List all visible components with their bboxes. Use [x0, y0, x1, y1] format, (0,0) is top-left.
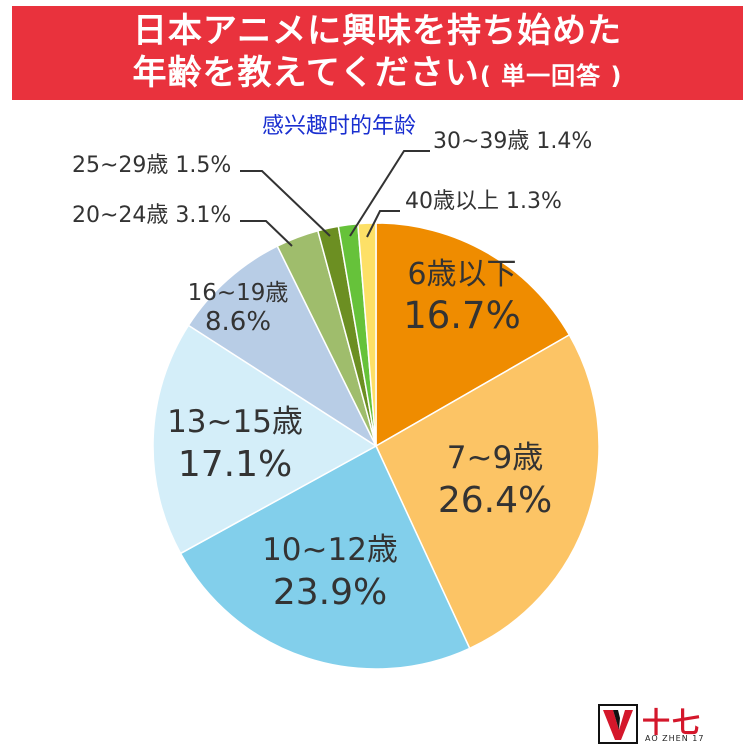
data-label-slice-8: 30~39歳 1.4% [433, 129, 592, 154]
watermark-name: 十七 [642, 706, 703, 739]
data-label-slice-6: 20~24歳 3.1% [72, 203, 231, 228]
data-label-value-slice-4: 17.1% [178, 444, 292, 485]
leader-line-slice-6 [240, 220, 293, 247]
pie-slice-3 [179, 444, 471, 670]
overlay-caption: 感兴趣时的年龄 [262, 114, 417, 139]
data-label-value-slice-1: 16.7% [403, 294, 521, 337]
pie-slice-5 [187, 245, 378, 449]
chart-title-line2: 年齢を教えてください( 単一回答 ) [12, 52, 743, 97]
pie-slice-1 [375, 222, 571, 448]
v-shield-logo-icon [598, 704, 638, 744]
watermark-logo: 十七 AO ZHEN 17 [598, 703, 738, 745]
data-label-category-slice-1: 6歳以下 [407, 257, 516, 292]
pie-slice-4 [152, 324, 378, 555]
leader-line-slice-9 [366, 210, 400, 238]
pie-slice-2 [375, 333, 600, 650]
data-label-value-slice-5: 8.6% [205, 307, 271, 337]
data-label-category-slice-2: 7~9歳 [447, 440, 543, 476]
chart-title-line1: 日本アニメに興味を持ち始めた [132, 11, 623, 51]
data-label-category-slice-3: 10~12歳 [262, 532, 398, 568]
pie-slices [152, 222, 600, 670]
data-label-category-slice-4: 13~15歳 [167, 404, 303, 440]
data-label-slice-9: 40歳以上 1.3% [405, 189, 562, 214]
data-label-category-slice-5: 16~19歳 [188, 280, 289, 306]
watermark-subtitle: AO ZHEN 17 [645, 734, 705, 743]
data-label-value-slice-2: 26.4% [438, 480, 552, 521]
leader-line-slice-7 [240, 170, 331, 237]
data-label-slice-7: 25~29歳 1.5% [72, 153, 231, 178]
title-banner: 日本アニメに興味を持ち始めた 年齢を教えてください( 単一回答 ) [12, 6, 743, 100]
data-label-value-slice-3: 23.9% [273, 572, 387, 613]
chart-title-answer-type: ( 単一回答 ) [479, 62, 623, 90]
chart-title-line2-main: 年齢を教えてください [132, 53, 480, 93]
leader-line-slice-8 [349, 150, 430, 237]
